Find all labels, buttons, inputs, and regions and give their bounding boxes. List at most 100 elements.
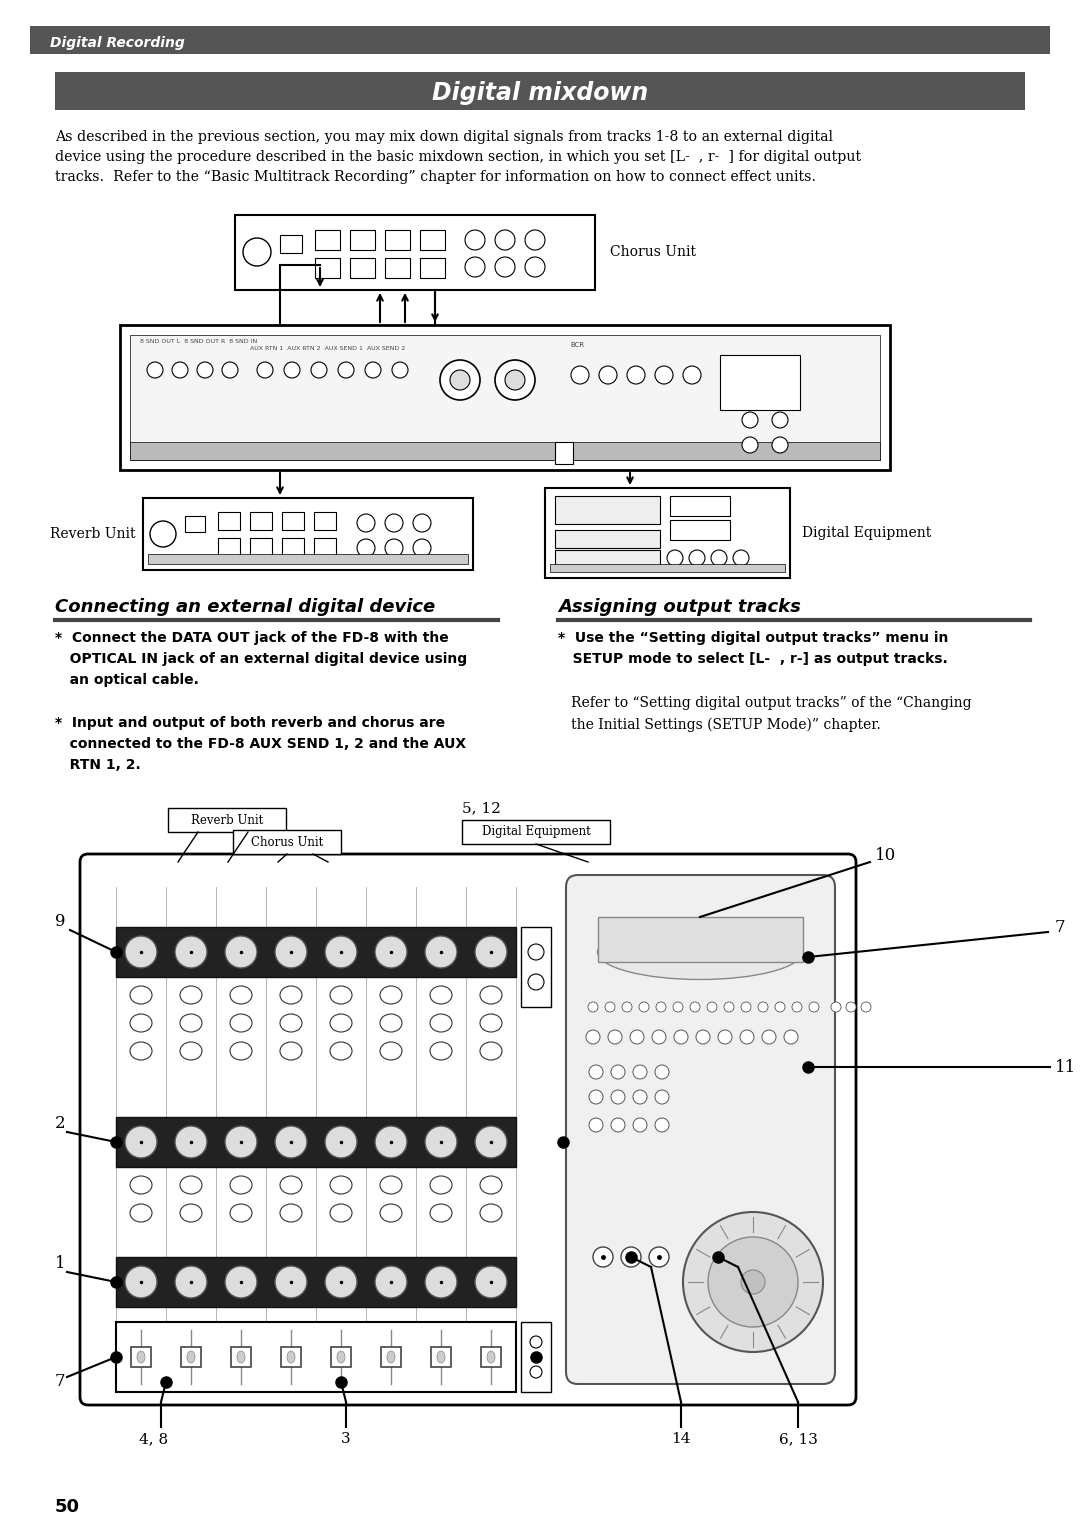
Circle shape — [465, 231, 485, 251]
Ellipse shape — [380, 1177, 402, 1193]
Text: *  Use the “Setting digital output tracks” menu in
   SETUP mode to select [L-  : * Use the “Setting digital output tracks… — [558, 631, 948, 666]
Text: 10: 10 — [875, 847, 896, 863]
Bar — [384, 231, 410, 251]
Circle shape — [197, 362, 213, 377]
Ellipse shape — [280, 1177, 302, 1193]
Circle shape — [683, 367, 701, 384]
Bar — [181, 1348, 201, 1368]
Circle shape — [690, 1002, 700, 1012]
Circle shape — [633, 1089, 647, 1105]
Bar — [521, 1322, 551, 1392]
Bar — [218, 512, 240, 530]
Ellipse shape — [330, 1204, 352, 1222]
Circle shape — [475, 1126, 507, 1158]
Bar — [218, 538, 240, 556]
Circle shape — [589, 1089, 603, 1105]
Bar — [314, 512, 336, 530]
Ellipse shape — [387, 1351, 395, 1363]
Circle shape — [689, 550, 705, 565]
Ellipse shape — [180, 986, 202, 1004]
Circle shape — [495, 361, 535, 400]
Text: Chorus Unit: Chorus Unit — [251, 836, 323, 848]
Bar — [231, 1348, 251, 1368]
Bar — [720, 354, 800, 410]
Circle shape — [225, 1126, 257, 1158]
Ellipse shape — [380, 1204, 402, 1222]
Circle shape — [413, 539, 431, 558]
Bar — [280, 235, 302, 254]
Bar — [148, 555, 468, 564]
Circle shape — [528, 944, 544, 960]
Ellipse shape — [187, 1351, 195, 1363]
Circle shape — [147, 362, 163, 377]
Circle shape — [440, 361, 480, 400]
Text: AUX RTN 1  AUX RTN 2  AUX SEND 1  AUX SEND 2: AUX RTN 1 AUX RTN 2 AUX SEND 1 AUX SEND … — [249, 345, 405, 351]
Circle shape — [413, 513, 431, 532]
Ellipse shape — [480, 1042, 502, 1060]
Bar — [314, 538, 336, 556]
Circle shape — [505, 370, 525, 390]
Circle shape — [325, 1126, 357, 1158]
Circle shape — [674, 1030, 688, 1044]
Bar — [330, 1348, 351, 1368]
Bar — [131, 1348, 151, 1368]
Ellipse shape — [480, 986, 502, 1004]
Circle shape — [325, 1267, 357, 1297]
Bar — [481, 1348, 501, 1368]
Circle shape — [861, 1002, 870, 1012]
Circle shape — [622, 1002, 632, 1012]
Circle shape — [450, 370, 470, 390]
Text: Digital mixdown: Digital mixdown — [432, 81, 648, 105]
Circle shape — [325, 937, 357, 969]
Ellipse shape — [180, 1204, 202, 1222]
Ellipse shape — [280, 986, 302, 1004]
Bar — [545, 487, 789, 578]
Circle shape — [589, 1118, 603, 1132]
Circle shape — [275, 937, 307, 969]
Ellipse shape — [230, 1015, 252, 1031]
Bar — [555, 550, 660, 568]
Text: *  Connect the DATA OUT jack of the FD-8 with the
   OPTICAL IN jack of an exter: * Connect the DATA OUT jack of the FD-8 … — [55, 631, 468, 688]
Text: Reverb Unit: Reverb Unit — [191, 813, 264, 827]
Circle shape — [375, 937, 407, 969]
Ellipse shape — [330, 986, 352, 1004]
Bar — [235, 215, 595, 290]
Text: Assigning output tracks: Assigning output tracks — [558, 597, 801, 616]
Circle shape — [772, 413, 788, 428]
Bar — [120, 325, 890, 471]
Ellipse shape — [437, 1351, 445, 1363]
Circle shape — [150, 521, 176, 547]
Ellipse shape — [337, 1351, 345, 1363]
Bar — [282, 538, 303, 556]
Circle shape — [733, 550, 750, 565]
Ellipse shape — [137, 1351, 145, 1363]
Bar — [143, 498, 473, 570]
Text: 8 SND OUT L  8 SND OUT R  8 SND IN: 8 SND OUT L 8 SND OUT R 8 SND IN — [140, 339, 257, 344]
Ellipse shape — [130, 1015, 152, 1031]
Circle shape — [654, 1089, 669, 1105]
Circle shape — [475, 1267, 507, 1297]
Circle shape — [384, 513, 403, 532]
Circle shape — [630, 1030, 644, 1044]
Circle shape — [525, 257, 545, 277]
Ellipse shape — [130, 1042, 152, 1060]
Bar — [55, 72, 1025, 110]
Circle shape — [784, 1030, 798, 1044]
Circle shape — [222, 362, 238, 377]
Circle shape — [611, 1065, 625, 1079]
Text: Digital Equipment: Digital Equipment — [482, 825, 591, 839]
Circle shape — [809, 1002, 819, 1012]
Circle shape — [530, 1366, 542, 1378]
Circle shape — [528, 973, 544, 990]
Circle shape — [696, 1030, 710, 1044]
Circle shape — [375, 1126, 407, 1158]
Circle shape — [175, 1267, 207, 1297]
Text: 7: 7 — [55, 1374, 66, 1390]
Ellipse shape — [180, 1177, 202, 1193]
Bar — [249, 538, 272, 556]
Text: 14: 14 — [672, 1432, 691, 1445]
Circle shape — [392, 362, 408, 377]
Ellipse shape — [180, 1015, 202, 1031]
Circle shape — [426, 937, 457, 969]
Ellipse shape — [230, 986, 252, 1004]
